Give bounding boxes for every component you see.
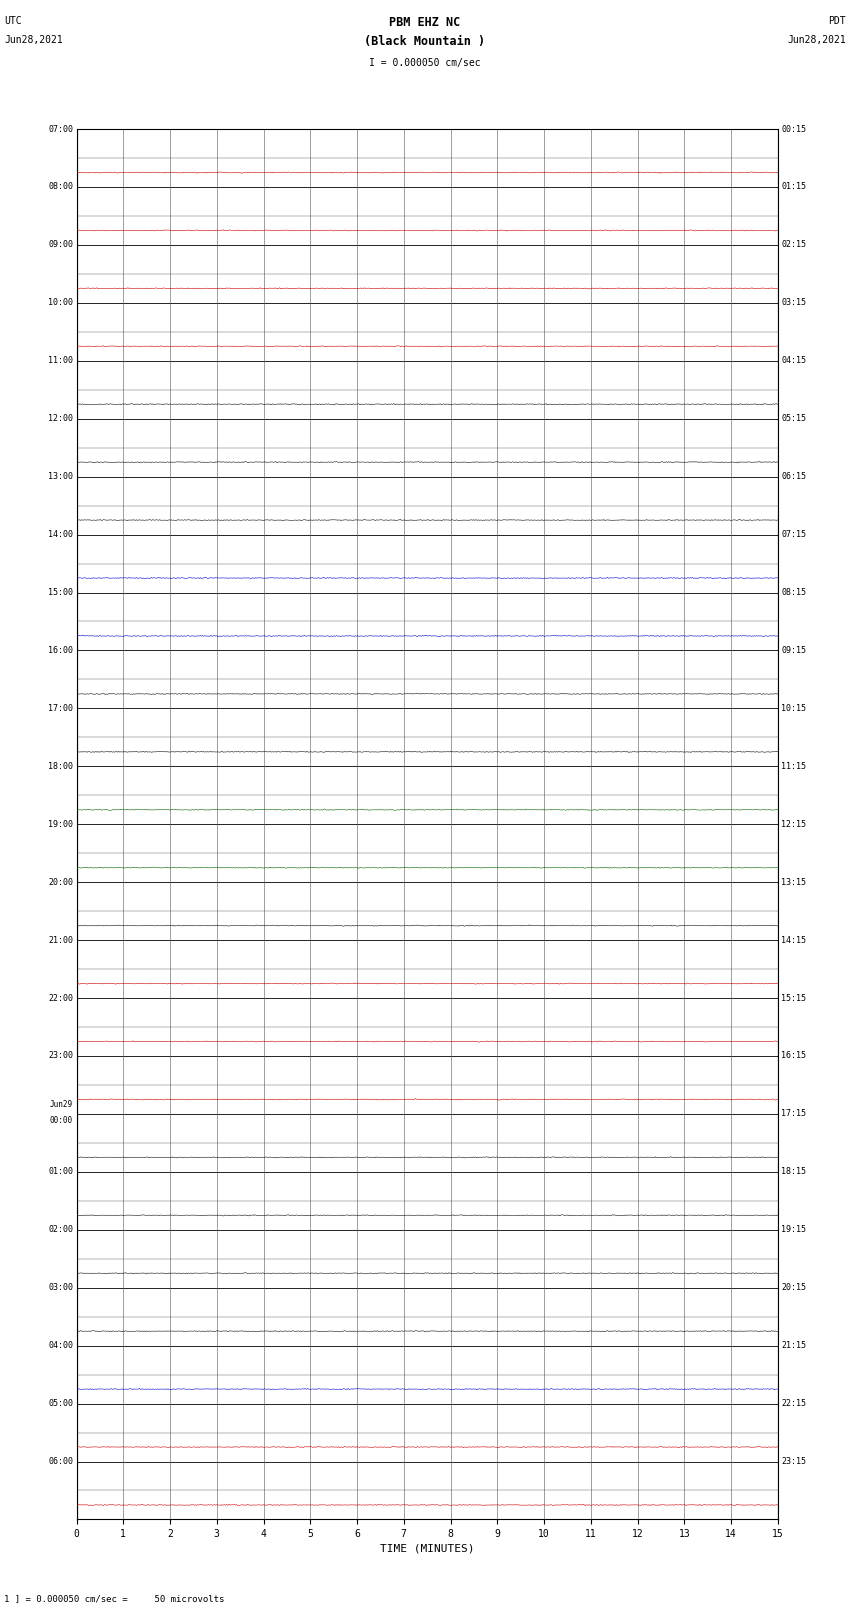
- Text: 18:15: 18:15: [781, 1168, 806, 1176]
- Text: 02:15: 02:15: [781, 240, 806, 250]
- Text: (Black Mountain ): (Black Mountain ): [365, 35, 485, 48]
- Text: 08:15: 08:15: [781, 589, 806, 597]
- Text: 21:00: 21:00: [48, 936, 73, 945]
- X-axis label: TIME (MINUTES): TIME (MINUTES): [380, 1544, 474, 1553]
- Text: 10:15: 10:15: [781, 703, 806, 713]
- Text: 14:15: 14:15: [781, 936, 806, 945]
- Text: PBM EHZ NC: PBM EHZ NC: [389, 16, 461, 29]
- Text: 00:15: 00:15: [781, 124, 806, 134]
- Text: 12:00: 12:00: [48, 415, 73, 423]
- Text: 07:00: 07:00: [48, 124, 73, 134]
- Text: 04:15: 04:15: [781, 356, 806, 365]
- Text: 16:15: 16:15: [781, 1052, 806, 1060]
- Text: 14:00: 14:00: [48, 531, 73, 539]
- Text: 19:00: 19:00: [48, 819, 73, 829]
- Text: 16:00: 16:00: [48, 645, 73, 655]
- Text: 13:00: 13:00: [48, 473, 73, 481]
- Text: I = 0.000050 cm/sec: I = 0.000050 cm/sec: [369, 58, 481, 68]
- Text: 19:15: 19:15: [781, 1226, 806, 1234]
- Text: 23:00: 23:00: [48, 1052, 73, 1060]
- Text: 06:00: 06:00: [48, 1457, 73, 1466]
- Text: 03:15: 03:15: [781, 298, 806, 308]
- Text: 01:00: 01:00: [48, 1168, 73, 1176]
- Text: 11:15: 11:15: [781, 761, 806, 771]
- Text: 20:00: 20:00: [48, 877, 73, 887]
- Text: 20:15: 20:15: [781, 1284, 806, 1292]
- Text: 02:00: 02:00: [48, 1226, 73, 1234]
- Text: UTC: UTC: [4, 16, 22, 26]
- Text: 22:00: 22:00: [48, 994, 73, 1003]
- Text: 13:15: 13:15: [781, 877, 806, 887]
- Text: 11:00: 11:00: [48, 356, 73, 365]
- Text: 18:00: 18:00: [48, 761, 73, 771]
- Text: Jun28,2021: Jun28,2021: [787, 35, 846, 45]
- Text: 01:15: 01:15: [781, 182, 806, 192]
- Text: 09:00: 09:00: [48, 240, 73, 250]
- Text: 05:15: 05:15: [781, 415, 806, 423]
- Text: 08:00: 08:00: [48, 182, 73, 192]
- Text: 04:00: 04:00: [48, 1340, 73, 1350]
- Text: 21:15: 21:15: [781, 1340, 806, 1350]
- Text: 05:00: 05:00: [48, 1398, 73, 1408]
- Text: 07:15: 07:15: [781, 531, 806, 539]
- Text: 06:15: 06:15: [781, 473, 806, 481]
- Text: Jun29: Jun29: [50, 1100, 73, 1110]
- Text: 15:00: 15:00: [48, 589, 73, 597]
- Text: 17:00: 17:00: [48, 703, 73, 713]
- Text: PDT: PDT: [828, 16, 846, 26]
- Text: 23:15: 23:15: [781, 1457, 806, 1466]
- Text: 03:00: 03:00: [48, 1284, 73, 1292]
- Text: Jun28,2021: Jun28,2021: [4, 35, 63, 45]
- Text: 22:15: 22:15: [781, 1398, 806, 1408]
- Text: 15:15: 15:15: [781, 994, 806, 1003]
- Text: 00:00: 00:00: [50, 1116, 73, 1124]
- Text: 1 ] = 0.000050 cm/sec =     50 microvolts: 1 ] = 0.000050 cm/sec = 50 microvolts: [4, 1594, 224, 1603]
- Text: 10:00: 10:00: [48, 298, 73, 308]
- Text: 09:15: 09:15: [781, 645, 806, 655]
- Text: 12:15: 12:15: [781, 819, 806, 829]
- Text: 17:15: 17:15: [781, 1110, 806, 1118]
